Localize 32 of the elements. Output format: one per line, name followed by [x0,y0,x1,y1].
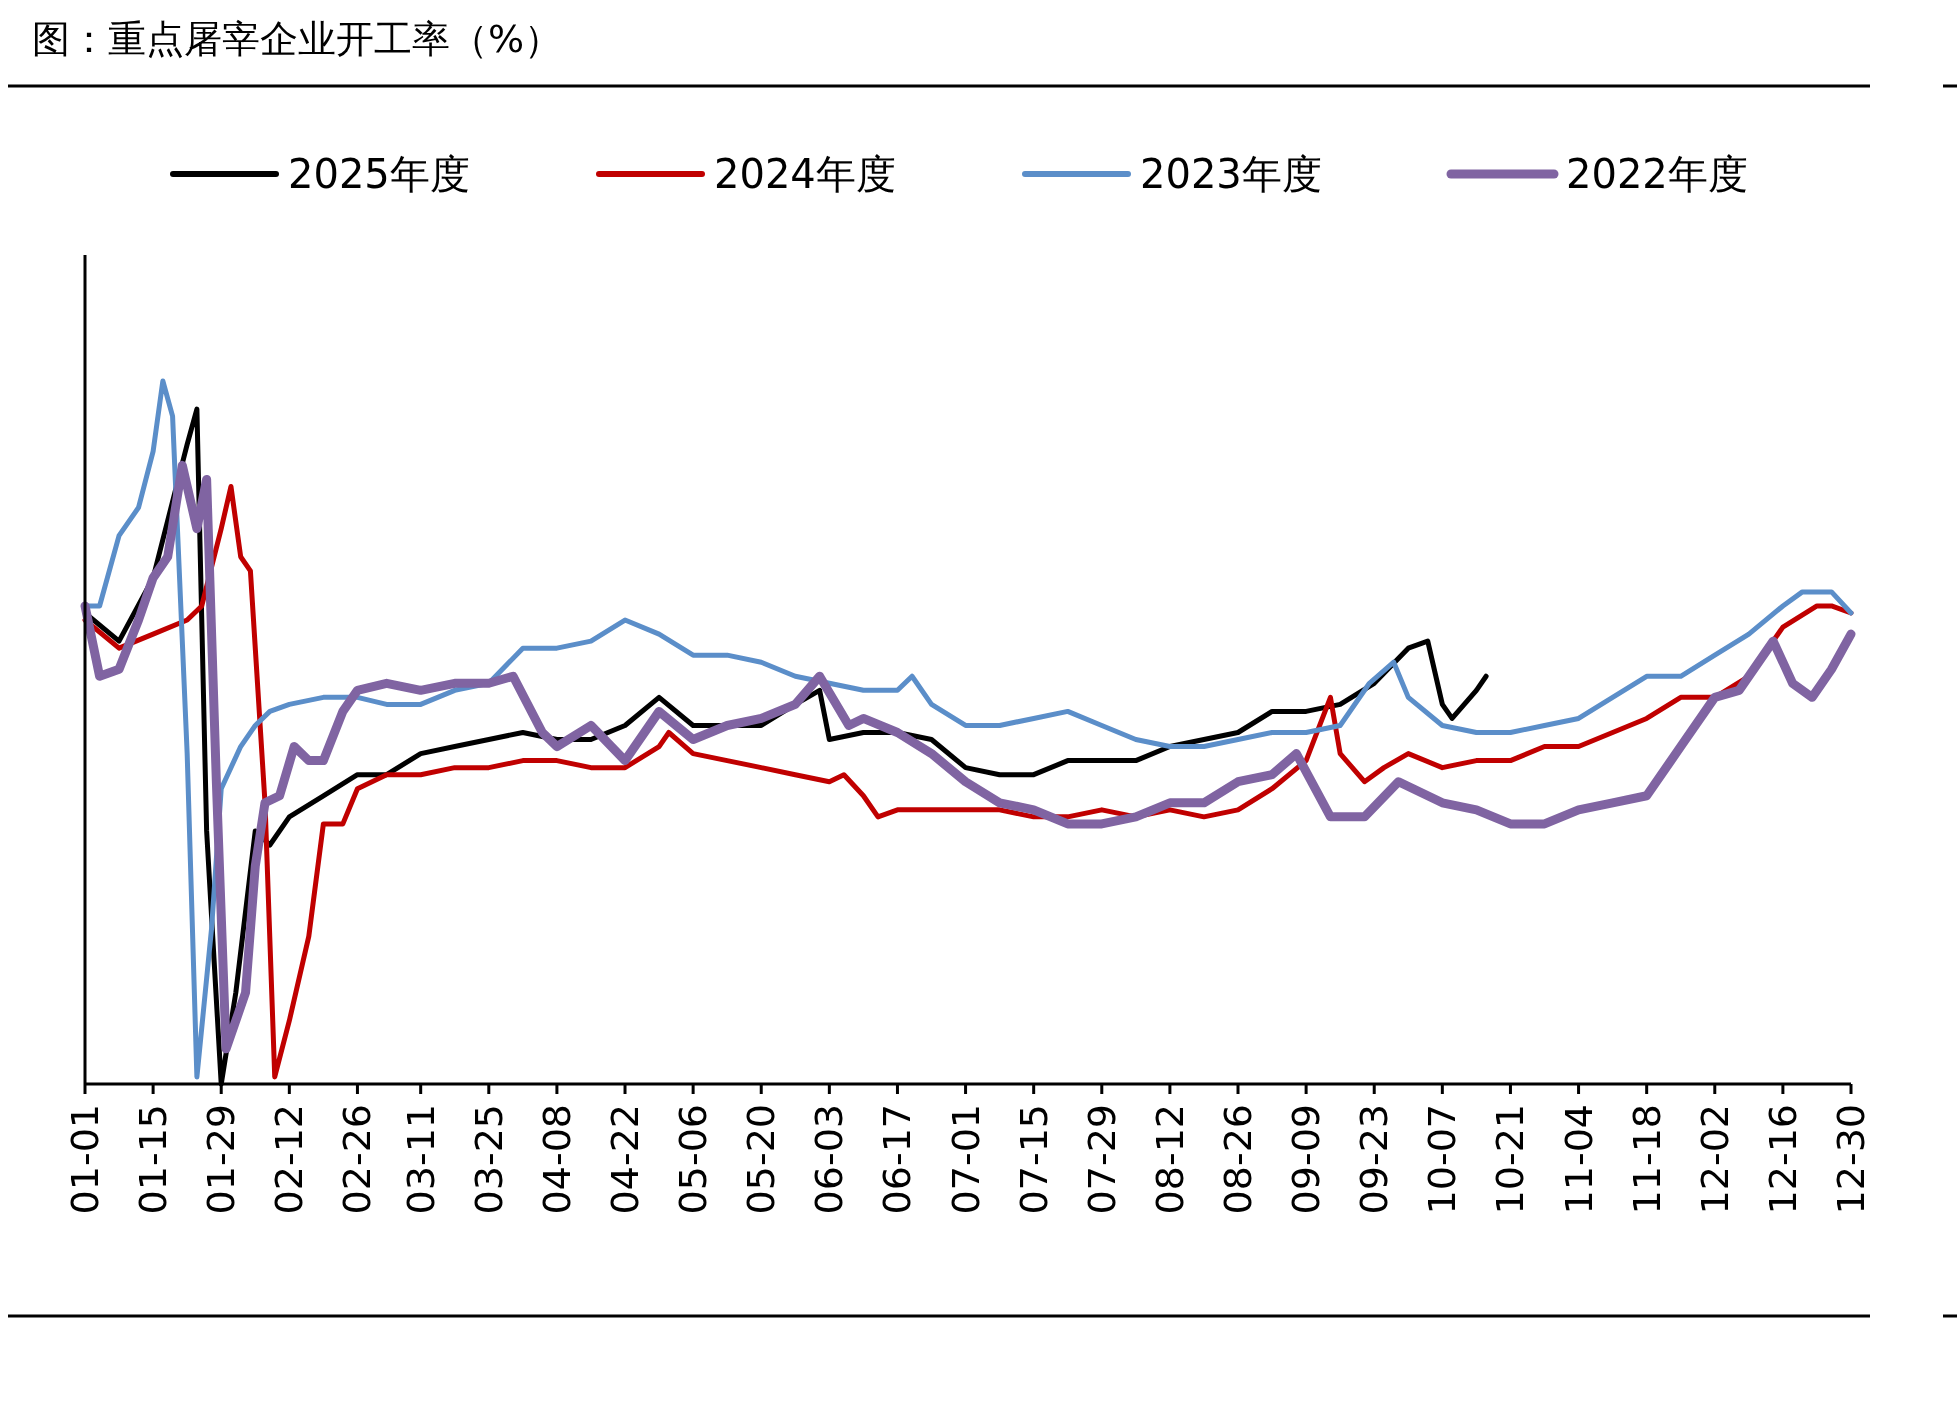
chart-title: 图：重点屠宰企业开工率（%） [32,17,563,61]
x-tick-label: 09-09 [1284,1104,1329,1215]
legend-label: 2023年度 [1140,151,1322,197]
x-tick-label: 06-03 [807,1104,852,1215]
x-tick-label: 07-01 [943,1104,988,1215]
x-tick-label: 01-29 [199,1104,244,1215]
x-tick-label: 03-11 [398,1104,443,1215]
x-tick-label: 12-16 [1760,1104,1805,1215]
x-tick-label: 08-12 [1147,1104,1192,1215]
x-tick-label: 11-18 [1624,1104,1669,1215]
x-tick-label: 09-23 [1352,1104,1397,1215]
x-tick-label: 07-29 [1079,1104,1124,1215]
x-tick-label: 01-15 [131,1104,176,1215]
x-tick-label: 08-26 [1216,1104,1261,1215]
x-tick-label: 12-30 [1829,1104,1873,1215]
x-tick-label: 10-07 [1420,1104,1465,1215]
legend-label: 2025年度 [288,151,470,197]
legend-label: 2024年度 [714,151,896,197]
x-tick-label: 06-17 [875,1104,920,1215]
x-tick-label: 04-22 [603,1104,648,1215]
x-tick-label: 10-21 [1488,1104,1533,1215]
x-tick-label: 05-06 [671,1104,716,1215]
x-tick-label: 07-15 [1011,1104,1056,1215]
x-tick-label: 12-02 [1692,1104,1737,1215]
x-tick-label: 05-20 [739,1104,784,1215]
x-tick-label: 03-25 [466,1104,511,1215]
x-tick-label: 01-01 [63,1104,107,1215]
x-tick-label: 02-12 [267,1104,312,1215]
x-tick-label: 11-04 [1556,1104,1601,1215]
legend-label: 2022年度 [1566,151,1748,197]
x-tick-label: 02-26 [335,1104,380,1215]
x-tick-label: 04-08 [534,1104,579,1215]
